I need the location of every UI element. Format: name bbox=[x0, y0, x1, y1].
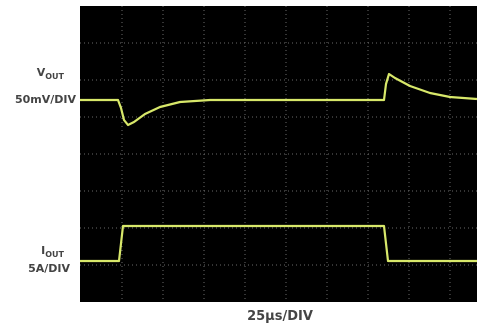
channel-scale: 5A/DIV bbox=[28, 262, 70, 275]
timebase-label: 25µs/DIV bbox=[247, 309, 313, 324]
channel-name: IOUT bbox=[41, 244, 64, 259]
channel-scale: 50mV/DIV bbox=[15, 93, 77, 106]
channel-name: VOUT bbox=[37, 66, 65, 81]
scope-screen bbox=[80, 6, 477, 302]
scope-capture: VOUT 50mV/DIV IOUT 5A/DIV 25µs/DIV bbox=[0, 0, 477, 330]
